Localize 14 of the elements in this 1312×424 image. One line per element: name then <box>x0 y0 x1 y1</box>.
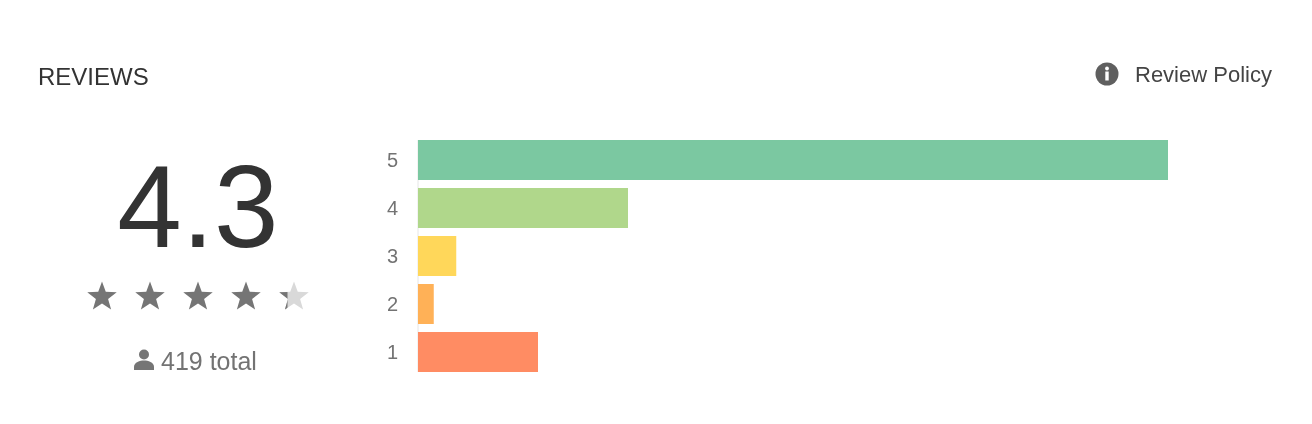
y-tick-label: 2 <box>386 293 398 316</box>
text: 419 total <box>161 347 257 375</box>
y-tick-label: 3 <box>386 245 398 268</box>
bar <box>418 236 457 276</box>
bar <box>418 188 628 228</box>
bar <box>418 332 538 372</box>
text: 4.3 <box>117 142 279 272</box>
bar <box>418 140 1168 180</box>
text: Review Policy <box>1135 62 1272 87</box>
bar <box>418 284 434 324</box>
y-tick-label: 4 <box>386 197 398 220</box>
y-tick-label: 5 <box>386 149 398 172</box>
y-tick-label: 1 <box>386 341 398 364</box>
text: REVIEWS <box>38 63 149 90</box>
